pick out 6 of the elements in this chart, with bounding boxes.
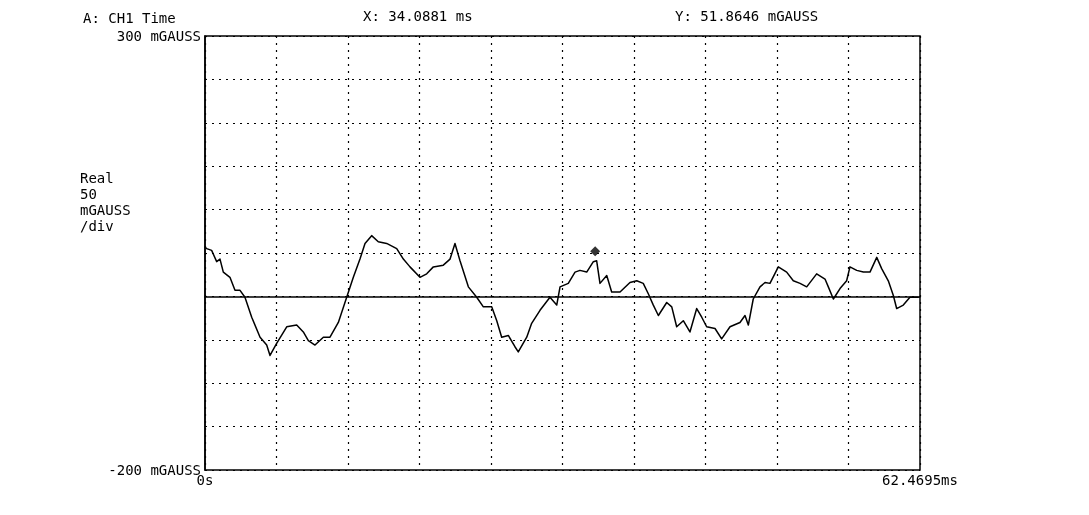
chart-title: A: CH1 Time [83, 10, 176, 26]
text: X: 34.0881 ms [363, 7, 473, 24]
x-tick-label: 62.4695ms [882, 472, 958, 488]
text: Y: 51.8646 mGAUSS [675, 7, 819, 24]
y-tick-label: 300 mGAUSS [116, 28, 201, 44]
y-axis-title: Real 50 mGAUSS /div [80, 170, 131, 234]
